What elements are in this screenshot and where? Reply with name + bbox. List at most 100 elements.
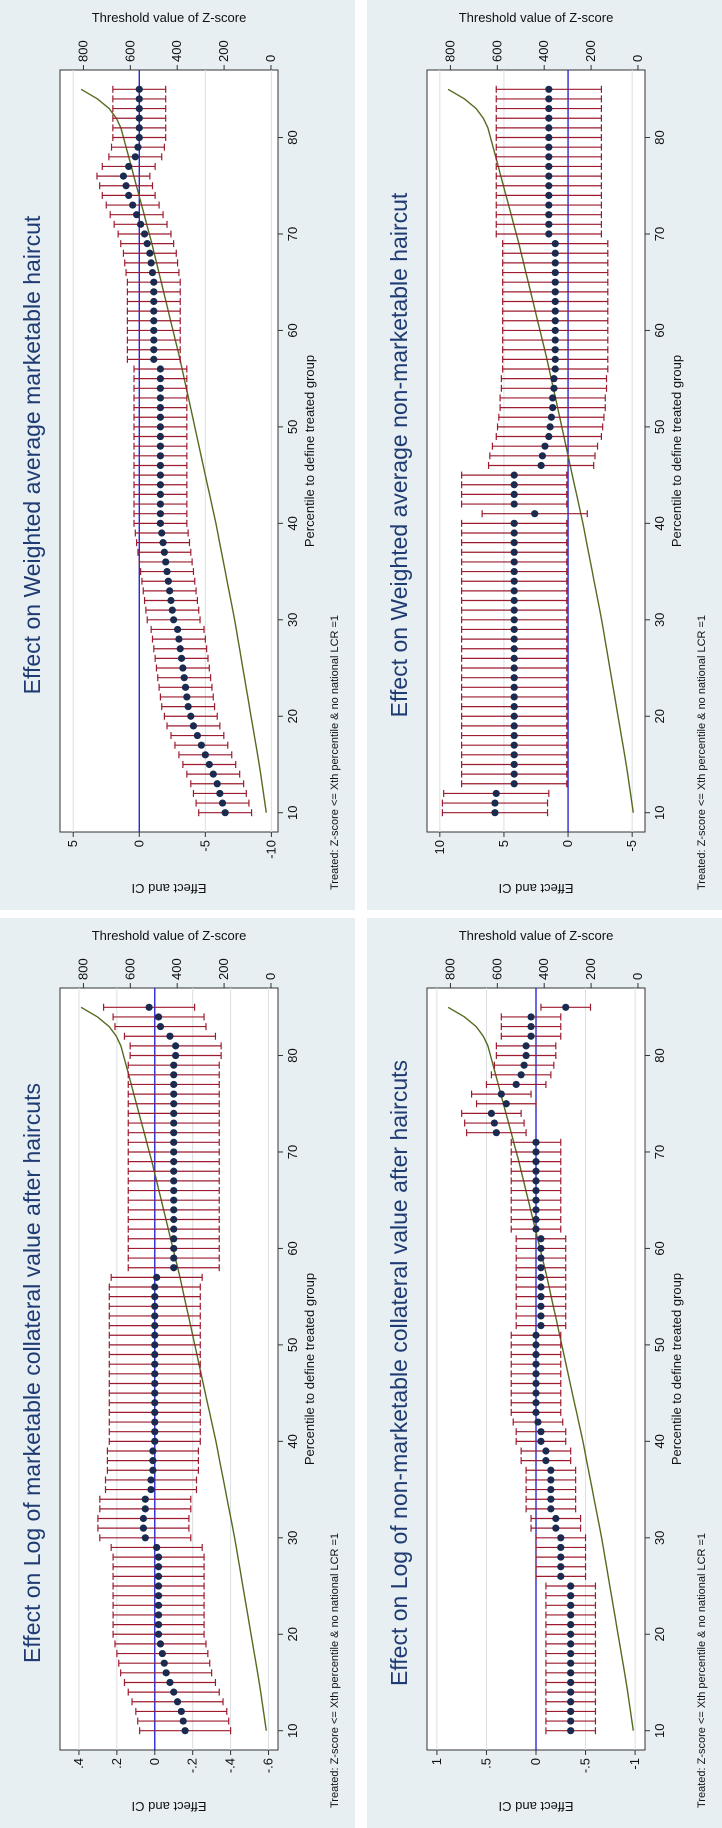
point-estimate [218, 799, 227, 807]
chart-title: Effect on Log of non-marketable collater… [386, 1060, 412, 1686]
point-estimate [145, 1003, 153, 1011]
x-tick-label: 30 [285, 1531, 300, 1545]
point-estimate [517, 1071, 525, 1079]
point-estimate [151, 1437, 159, 1445]
y-tick-label: .2 [109, 1758, 124, 1769]
point-estimate [510, 606, 518, 614]
point-estimate [537, 1312, 545, 1320]
point-estimate [129, 201, 137, 209]
point-estimate [131, 153, 139, 161]
point-estimate [510, 500, 518, 508]
point-estimate [170, 616, 178, 624]
point-estimate [151, 1312, 159, 1320]
point-estimate [170, 1196, 178, 1204]
point-estimate [176, 645, 184, 653]
point-estimate [510, 664, 518, 672]
point-estimate [154, 1630, 163, 1638]
point-estimate [497, 1090, 505, 1098]
point-estimate [170, 1100, 178, 1108]
point-estimate [151, 1379, 159, 1388]
point-estimate [197, 741, 205, 749]
point-estimate [151, 1399, 159, 1407]
point-estimate [545, 124, 553, 132]
point-estimate [150, 288, 158, 296]
point-estimate [510, 722, 518, 730]
point-estimate [551, 240, 559, 248]
point-estimate [151, 1293, 159, 1301]
point-estimate [537, 1302, 545, 1310]
chart-title: Effect on Weighted average non-marketabl… [386, 192, 412, 717]
point-estimate [537, 1437, 545, 1445]
chart-svg: Effect on Weighted average non-marketabl… [386, 10, 708, 896]
point-estimate [538, 452, 547, 460]
point-estimate [150, 278, 158, 286]
point-estimate [135, 95, 143, 103]
point-estimate [567, 1727, 575, 1735]
point-estimate [567, 1707, 575, 1716]
point-estimate [150, 326, 158, 335]
point-estimate [151, 1360, 159, 1368]
y2-tick-label: 800 [75, 40, 90, 62]
point-estimate [547, 1485, 555, 1494]
point-estimate [551, 326, 559, 335]
point-estimate [151, 1418, 159, 1426]
y-tick-label: -.5 [578, 1758, 593, 1773]
point-estimate [166, 1032, 174, 1040]
point-estimate [551, 317, 559, 325]
x-tick-label: 60 [285, 1241, 300, 1255]
point-estimate [156, 432, 165, 441]
point-estimate [510, 645, 518, 653]
point-estimate [551, 355, 559, 363]
point-estimate [162, 558, 170, 566]
threshold-line [447, 88, 634, 813]
point-estimate [151, 1302, 159, 1310]
point-estimate [150, 336, 158, 344]
point-estimate [545, 211, 553, 219]
point-estimate [154, 1592, 163, 1600]
y2-tick-label: 0 [630, 973, 645, 980]
point-estimate [557, 1534, 565, 1542]
point-estimate [162, 1669, 170, 1677]
point-estimate [183, 693, 191, 701]
x-tick-label: 40 [652, 1434, 667, 1448]
y2-tick-label: 400 [169, 40, 184, 62]
point-estimate [151, 1408, 159, 1417]
x-tick-label: 60 [652, 1241, 667, 1255]
point-estimate [150, 297, 158, 306]
point-estimate [510, 567, 518, 576]
x-tick-label: 50 [652, 1338, 667, 1352]
point-estimate [537, 1264, 545, 1272]
point-estimate [567, 1659, 575, 1667]
point-estimate [205, 760, 213, 769]
point-estimate [532, 1399, 540, 1407]
y-axis-label: Effect and CI [499, 1799, 574, 1814]
x-tick-label: 30 [285, 613, 300, 627]
y2-axis-label: Threshold value of Z-score [459, 928, 614, 943]
point-estimate [567, 1611, 575, 1619]
chart-svg: Effect on Weighted average marketable ha… [19, 10, 341, 896]
point-estimate [547, 1495, 555, 1503]
point-estimate [542, 1457, 550, 1465]
point-estimate [545, 220, 553, 228]
point-estimate [510, 770, 518, 778]
point-estimate [170, 1206, 178, 1214]
point-estimate [156, 403, 165, 412]
y-tick-label: .5 [478, 1758, 493, 1769]
point-estimate [154, 1582, 163, 1590]
point-estimate [150, 317, 158, 325]
point-estimate [156, 481, 165, 489]
point-estimate [550, 384, 558, 392]
point-estimate [532, 1196, 540, 1204]
y-tick-label: -.2 [185, 1758, 200, 1773]
point-estimate [216, 789, 224, 798]
panel-marketable-haircut: Effect on Weighted average marketable ha… [0, 0, 355, 910]
point-estimate [532, 1215, 540, 1224]
y2-tick-label: 800 [442, 40, 457, 62]
point-estimate [545, 201, 553, 209]
y-tick-label: 5 [65, 840, 80, 847]
point-estimate [532, 1341, 540, 1349]
point-estimate [520, 1061, 528, 1069]
point-estimate [177, 1707, 185, 1716]
point-estimate [172, 1042, 180, 1050]
point-estimate [156, 500, 165, 508]
